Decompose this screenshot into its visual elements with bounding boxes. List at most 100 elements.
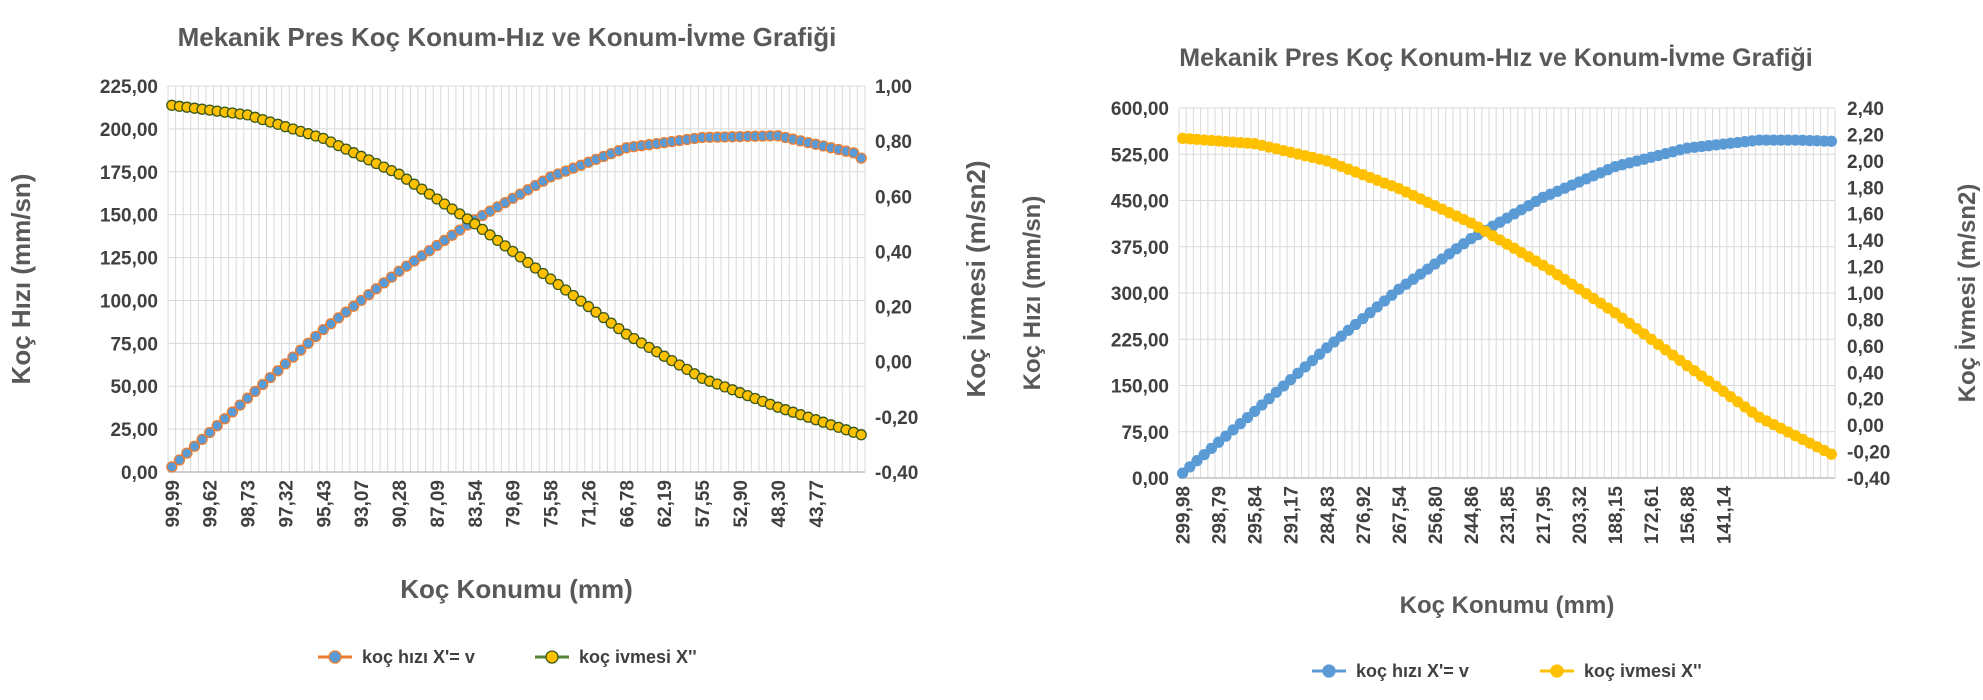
data-point (363, 288, 375, 301)
legend-marker (1550, 664, 1564, 678)
data-point (219, 413, 231, 425)
data-point (264, 371, 276, 384)
data-point (408, 255, 420, 267)
legend-label: koç ivmesi X'' (1584, 661, 1702, 681)
x-axis-title: Koç Konumu (mm) (400, 574, 633, 604)
data-point (226, 406, 239, 418)
y2-tick-label: -0,40 (875, 463, 918, 484)
x-tick-label: 256,80 (1426, 486, 1447, 544)
y-tick-label: 600,00 (1111, 99, 1169, 120)
x-tick-label: 79,69 (504, 480, 525, 528)
data-point (1184, 461, 1196, 473)
data-point (847, 147, 860, 159)
x-tick-label: 99,62 (201, 480, 222, 528)
x-tick-label: 295,84 (1246, 486, 1267, 545)
legend-label: koç hızı X'= v (362, 647, 475, 667)
x-tick-label: 99,99 (163, 480, 184, 528)
x-tick-label: 95,43 (314, 480, 335, 528)
data-point (1205, 442, 1218, 455)
legend-entry: koç hızı X'= v (318, 647, 475, 667)
data-point (317, 323, 329, 336)
data-point (1313, 348, 1326, 360)
data-point (1328, 336, 1340, 348)
y-tick-label: 150,00 (1111, 377, 1169, 398)
y-tick-label: 75,00 (1121, 423, 1169, 444)
chart-title: Mekanik Pres Koç Konum-Hız ve Konum-İvme… (1179, 44, 1812, 72)
data-point (855, 152, 867, 164)
y2-tick-label: 0,60 (1847, 337, 1884, 358)
x-tick-label: 66,78 (617, 480, 638, 528)
data-point (1306, 354, 1319, 367)
gridlines (167, 85, 866, 473)
series-2 (166, 99, 867, 441)
data-point (499, 240, 511, 252)
x-tick-label: 284,83 (1318, 486, 1339, 544)
data-point (196, 433, 208, 446)
chart-left-svg: Mekanik Pres Koç Konum-Hız ve Konum-İvme… (6, 22, 990, 667)
chart-right: Mekanik Pres Koç Konum-Hız ve Konum-İvme… (1010, 0, 1983, 700)
data-point (522, 256, 534, 269)
data-point (294, 344, 307, 356)
data-point (340, 306, 352, 318)
y2-tick-label: 0,00 (875, 353, 912, 374)
x-axis-title: Koç Konumu (mm) (1400, 592, 1615, 619)
data-point (1364, 307, 1376, 319)
y-tick-label: 375,00 (1111, 238, 1169, 259)
data-point (1198, 448, 1210, 461)
data-point (332, 312, 345, 324)
data-point (279, 358, 292, 370)
data-point (597, 311, 610, 324)
gridlines (1178, 107, 1836, 479)
y2-tick-label: 0,60 (875, 187, 912, 208)
data-point (400, 260, 413, 272)
data-point (537, 267, 549, 280)
data-point (385, 271, 398, 283)
data-point (1234, 418, 1246, 430)
x-tick-label: 141,14 (1714, 486, 1735, 545)
y-tick-label: 50,00 (110, 377, 158, 398)
y-tick-label: 225,00 (100, 77, 158, 98)
data-point (188, 440, 201, 452)
data-point (1191, 455, 1203, 467)
data-point (1357, 312, 1369, 325)
data-point (1335, 330, 1347, 342)
y-tick-label: 525,00 (1111, 145, 1169, 166)
x-tick-label: 203,32 (1570, 486, 1591, 544)
data-point (484, 229, 496, 241)
data-point (378, 277, 390, 289)
data-point (1241, 411, 1254, 424)
chart-right-svg: Mekanik Pres Koç Konum-Hız ve Konum-İvme… (1019, 44, 1981, 681)
data-point (469, 218, 481, 230)
data-point (454, 224, 466, 236)
data-point (1378, 295, 1391, 307)
legend-entry: koç hızı X'= v (1312, 661, 1469, 681)
y2-tick-label: 1,40 (1847, 231, 1884, 252)
x-tick-label: 52,90 (731, 480, 752, 528)
y2-tick-label: 0,20 (1847, 390, 1884, 411)
y2-tick-label: 0,40 (875, 242, 912, 263)
data-point (1349, 318, 1362, 331)
data-point (567, 289, 579, 302)
x-tick-label: 98,73 (239, 480, 260, 528)
y-tick-label: 225,00 (1111, 330, 1169, 351)
x-tick-label: 299,98 (1174, 486, 1195, 544)
data-point (302, 337, 314, 349)
series-1 (1176, 134, 1838, 479)
legend-marker (1322, 664, 1336, 678)
data-point (1227, 424, 1239, 436)
data-point (211, 420, 223, 432)
data-point (855, 429, 867, 441)
x-tick-label: 291,17 (1282, 486, 1303, 544)
data-point (272, 365, 284, 377)
x-tick-label: 57,55 (693, 480, 714, 528)
x-tick-label: 83,54 (466, 480, 487, 528)
y2-tick-label: -0,20 (875, 408, 918, 429)
data-point (181, 447, 193, 459)
x-tick-label: 276,92 (1354, 486, 1375, 544)
data-point (1263, 393, 1275, 405)
y2-tick-label: 0,20 (875, 298, 912, 319)
x-tick-label: 43,77 (807, 480, 828, 528)
y-tick-label: 100,00 (100, 291, 158, 312)
legend-entry: koç ivmesi X'' (535, 647, 697, 667)
data-point (1249, 405, 1261, 418)
